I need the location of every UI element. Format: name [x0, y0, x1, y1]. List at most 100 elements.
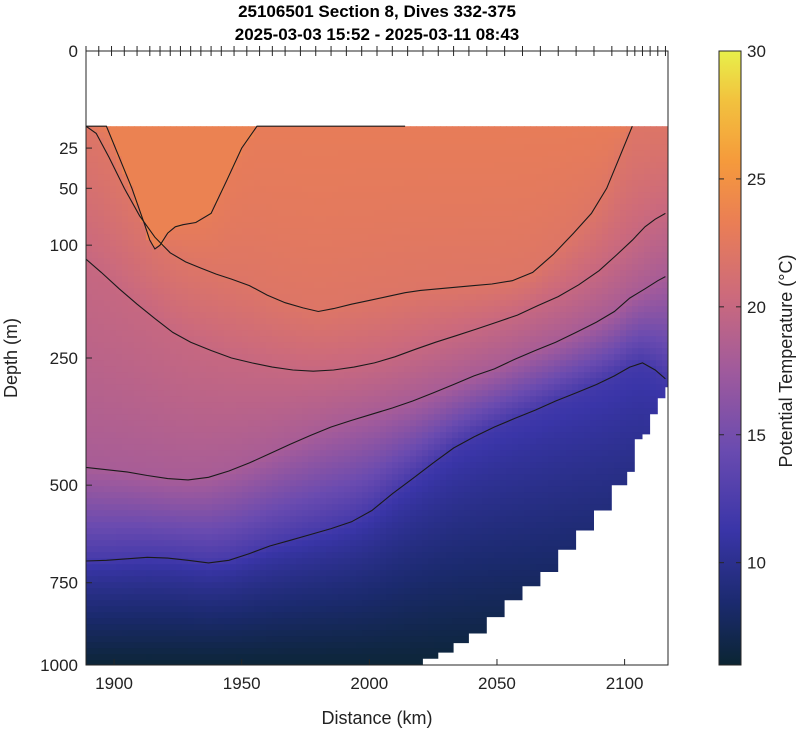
temperature-cell [260, 486, 267, 493]
temperature-cell [254, 606, 261, 613]
temperature-cell [380, 204, 387, 211]
temperature-cell [230, 264, 237, 271]
temperature-cell [404, 510, 411, 517]
temperature-cell [242, 510, 249, 517]
temperature-cell [224, 588, 231, 595]
temperature-cell [320, 138, 327, 145]
temperature-cell [284, 576, 291, 583]
temperature-cell [230, 516, 237, 523]
temperature-cell [368, 564, 375, 571]
temperature-cell [260, 216, 267, 223]
temperature-cell [356, 282, 363, 289]
temperature-cell [320, 198, 327, 205]
temperature-cell [314, 552, 321, 559]
temperature-cell [290, 612, 297, 619]
temperature-cell [98, 216, 105, 223]
temperature-cell [356, 342, 363, 349]
temperature-cell [242, 300, 249, 307]
temperature-cell [230, 252, 237, 259]
temperature-cell [170, 168, 177, 175]
temperature-cell [170, 258, 177, 265]
temperature-cell [290, 576, 297, 583]
temperature-cell [170, 366, 177, 373]
temperature-cell [410, 558, 417, 565]
temperature-cell [86, 534, 93, 541]
temperature-cell [290, 546, 297, 553]
temperature-cell [104, 582, 111, 589]
temperature-cell [278, 156, 285, 163]
temperature-cell [200, 510, 207, 517]
temperature-cell [278, 654, 285, 661]
temperature-cell [98, 552, 105, 559]
temperature-cell [254, 594, 261, 601]
temperature-cell [410, 306, 417, 313]
temperature-cell [344, 198, 351, 205]
temperature-cell [128, 228, 135, 235]
temperature-cell [284, 510, 291, 517]
temperature-cell [398, 462, 405, 469]
temperature-cell [254, 210, 261, 217]
temperature-cell [152, 468, 159, 475]
temperature-cell [86, 660, 93, 665]
temperature-cell [386, 324, 393, 331]
temperature-cell [392, 270, 399, 277]
temperature-cell [248, 300, 255, 307]
temperature-cell [170, 192, 177, 199]
temperature-cell [386, 480, 393, 487]
temperature-cell [92, 582, 99, 589]
temperature-cell [326, 294, 333, 301]
temperature-cell [380, 528, 387, 535]
temperature-cell [320, 624, 327, 631]
temperature-cell [302, 594, 309, 601]
temperature-cell [146, 648, 153, 655]
temperature-cell [272, 480, 279, 487]
temperature-cell [134, 144, 141, 151]
temperature-cell [314, 636, 321, 643]
temperature-cell [98, 564, 105, 571]
temperature-cell [98, 234, 105, 241]
temperature-cell [362, 486, 369, 493]
temperature-cell [332, 648, 339, 655]
temperature-cell [386, 606, 393, 613]
temperature-cell [284, 126, 291, 133]
temperature-cell [314, 492, 321, 499]
temperature-cell [308, 510, 315, 517]
temperature-cell [392, 300, 399, 307]
temperature-cell [266, 606, 273, 613]
temperature-cell [308, 390, 315, 397]
temperature-cell [86, 402, 93, 409]
temperature-cell [98, 474, 105, 481]
temperature-cell [374, 300, 381, 307]
temperature-cell [332, 240, 339, 247]
temperature-cell [182, 174, 189, 181]
temperature-cell [134, 426, 141, 433]
temperature-cell [248, 348, 255, 355]
temperature-cell [158, 558, 165, 565]
temperature-cell [326, 456, 333, 463]
temperature-cell [98, 408, 105, 415]
temperature-cell [326, 246, 333, 253]
temperature-cell [266, 618, 273, 625]
temperature-cell [122, 324, 129, 331]
temperature-cell [410, 624, 417, 631]
temperature-cell [278, 414, 285, 421]
temperature-cell [140, 660, 147, 665]
temperature-cell [248, 456, 255, 463]
temperature-cell [302, 162, 309, 169]
temperature-cell [248, 660, 255, 665]
temperature-cell [128, 138, 135, 145]
temperature-cell [296, 276, 303, 283]
temperature-cell [404, 336, 411, 343]
temperature-cell [260, 660, 267, 665]
temperature-cell [170, 486, 177, 493]
temperature-cell [176, 234, 183, 241]
temperature-cell [212, 168, 219, 175]
temperature-cell [320, 162, 327, 169]
temperature-cell [386, 408, 393, 415]
temperature-cell [122, 318, 129, 325]
temperature-cell [374, 396, 381, 403]
temperature-cell [110, 198, 117, 205]
temperature-cell [146, 468, 153, 475]
temperature-cell [146, 180, 153, 187]
temperature-cell [380, 330, 387, 337]
